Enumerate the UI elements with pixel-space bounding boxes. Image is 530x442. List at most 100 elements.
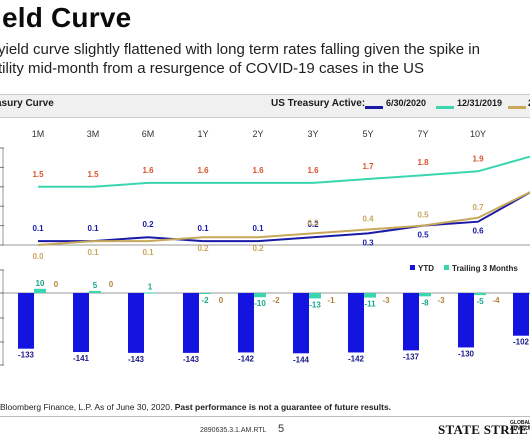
data-label: 0.5 — [417, 231, 429, 240]
bar-trailing — [309, 293, 321, 299]
data-label: 1.7 — [362, 162, 374, 171]
bar-legend-swatch-trailing — [444, 265, 449, 270]
data-label: 0.0 — [32, 252, 44, 261]
data-label: 0.5 — [417, 211, 429, 220]
footer-divider — [0, 416, 530, 417]
x-tick-label: 2Y — [252, 129, 263, 139]
legend-swatch-6-30-2020 — [365, 106, 383, 109]
footnote-source: Bloomberg Finance, L.P. As of June 30, 2… — [0, 402, 173, 412]
bar-ytd — [73, 293, 89, 353]
data-label: 0.2 — [307, 220, 319, 229]
data-label: 0.2 — [197, 244, 209, 253]
data-label: 0.6 — [472, 227, 484, 236]
bar-trailing-label: 1 — [148, 283, 153, 292]
bar-trailing — [474, 293, 486, 296]
legend-label-6-30-2020: 6/30/2020 — [386, 98, 427, 108]
document-id: 2890635.3.1.AM.RTL — [200, 427, 267, 434]
bar-trailing-label: -5 — [476, 297, 484, 306]
data-label: 0.1 — [87, 224, 99, 233]
page-title: ield Curve — [0, 2, 132, 33]
bar-trailing-label: 10 — [36, 279, 45, 288]
footnote: Bloomberg Finance, L.P. As of June 30, 2… — [0, 402, 391, 412]
x-tick-label: 1M — [32, 129, 45, 139]
bar-ytd-label: -137 — [403, 352, 420, 361]
bar-ytd-label: -142 — [238, 354, 255, 363]
x-tick-label: 1Y — [197, 129, 208, 139]
yield-curve-chart: 1M3M6M1Y2Y3Y5Y7Y10Y31.51.51.61.61.61.61.… — [0, 129, 530, 366]
bar-ytd — [348, 293, 364, 353]
data-label: 0.1 — [142, 248, 154, 257]
bar-trailing — [34, 288, 46, 293]
subtitle-line-1: yield curve slightly flattened with long… — [0, 41, 480, 58]
bar-ytd-label: -102 — [513, 338, 530, 347]
bar-trailing-label: -11 — [364, 300, 376, 309]
bar-trailing — [254, 293, 266, 298]
bar-ytd — [128, 293, 144, 353]
bar-ytd-label: -143 — [128, 355, 145, 364]
data-label: 1.5 — [32, 170, 44, 179]
legend-label-third: 2 — [528, 98, 530, 108]
data-label: 1.6 — [197, 166, 209, 175]
legend-label-12-31-2019: 12/31/2019 — [457, 98, 503, 108]
x-tick-label: 6M — [142, 129, 155, 139]
data-label: 0.3 — [307, 218, 319, 227]
bar-third-label: -3 — [437, 296, 445, 305]
bar-ytd — [183, 293, 199, 353]
bar-trailing-label: -2 — [201, 296, 209, 305]
page-subtitle: yield curve slightly flattened with long… — [0, 40, 530, 78]
page-number: 5 — [278, 423, 285, 435]
series-line — [38, 155, 530, 188]
bar-ytd-label: -130 — [458, 349, 475, 358]
subtitle-line-2: tility mid-month from a resurgence of CO… — [0, 60, 424, 77]
bar-third-label: 0 — [109, 280, 114, 289]
chart-header: asury Curve US Treasury Active: 6/30/202… — [0, 94, 530, 118]
x-tick-label: 5Y — [362, 129, 373, 139]
data-label: 0.3 — [362, 238, 374, 247]
footnote-disclaimer: Past performance is not a guarantee of f… — [174, 402, 392, 412]
bar-trailing — [144, 292, 156, 294]
bar-trailing — [89, 290, 101, 293]
brand-logo-sub: GLOBAL ADVISORS — [510, 420, 530, 432]
bar-trailing — [419, 293, 431, 297]
data-label: 0.2 — [252, 244, 264, 253]
series-line — [38, 191, 530, 243]
legend-title: US Treasury Active: — [271, 98, 366, 109]
data-label: 1.5 — [87, 170, 99, 179]
chart-label: asury Curve — [0, 98, 54, 109]
x-tick-label: 3Y — [307, 129, 318, 139]
data-label: 0.7 — [472, 203, 484, 212]
bar-legend-label-ytd: YTD — [418, 264, 434, 273]
bar-trailing-label: -10 — [254, 299, 266, 308]
data-label: 0.1 — [87, 248, 99, 257]
data-label: 1.8 — [417, 158, 429, 167]
bar-ytd-label: -143 — [183, 355, 200, 364]
bar-ytd — [238, 293, 254, 353]
bar-ytd — [293, 293, 309, 354]
bar-trailing-label: 5 — [93, 281, 98, 290]
data-label: 1.9 — [472, 154, 484, 163]
data-label: 0.2 — [142, 220, 154, 229]
bar-legend-swatch-ytd — [410, 265, 415, 270]
bar-trailing — [364, 293, 376, 298]
bar-ytd — [403, 293, 419, 351]
data-label: 0.1 — [252, 224, 264, 233]
legend-swatch-12-31-2019 — [436, 106, 454, 109]
bar-third-label: 0 — [54, 280, 59, 289]
bar-ytd-label: -133 — [18, 351, 35, 360]
data-label: 1.6 — [142, 166, 154, 175]
bar-legend-label-trailing: Trailing 3 Months — [452, 264, 518, 273]
bar-third-label: 0 — [219, 296, 224, 305]
bar-third-label: -1 — [327, 296, 335, 305]
bar-ytd-label: -141 — [73, 354, 90, 363]
brand-logo: STATE STREET — [438, 422, 530, 437]
bar-third-label: -4 — [492, 296, 500, 305]
bar-ytd — [458, 293, 474, 348]
bar-ytd — [18, 293, 34, 349]
x-tick-label: 10Y — [470, 129, 486, 139]
legend-swatch-third — [508, 106, 526, 109]
bar-trailing-label: -13 — [309, 300, 321, 309]
data-label: 1.6 — [307, 166, 319, 175]
bar-ytd-label: -142 — [348, 354, 365, 363]
x-tick-label: 7Y — [417, 129, 428, 139]
data-label: 0.1 — [197, 224, 209, 233]
